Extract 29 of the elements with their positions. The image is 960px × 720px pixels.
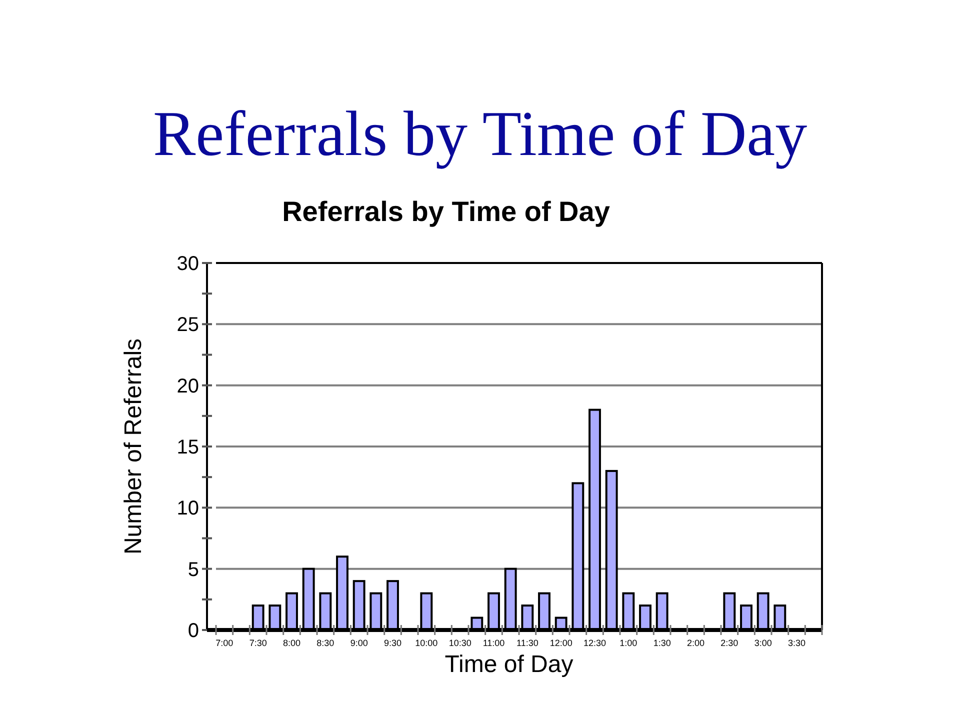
x-tick-label: 7:00 <box>216 638 234 648</box>
x-tick-label: 11:00 <box>482 638 505 648</box>
x-tick-label: 12:30 <box>583 638 606 648</box>
x-tick-label: 3:30 <box>788 638 806 648</box>
x-tick-label: 3:00 <box>754 638 772 648</box>
y-tick-label: 25 <box>176 314 199 336</box>
x-tick-label: 10:30 <box>448 638 472 648</box>
chart-subtitle: Referrals by Time of Day <box>282 196 610 227</box>
x-axis-title: Time of Day <box>444 651 574 678</box>
y-tick-label: 10 <box>176 498 199 520</box>
x-tick-label: 9:00 <box>350 638 368 648</box>
y-tick-label: 20 <box>176 375 199 398</box>
chart-title: Referrals by Time of Day <box>152 98 808 169</box>
x-tick-label: 7:30 <box>249 638 267 648</box>
x-tick-label: 1:00 <box>620 638 638 648</box>
x-tick-label: 8:30 <box>316 638 334 648</box>
x-tick-label: 1:30 <box>653 638 671 648</box>
x-tick-label: 11:30 <box>516 638 538 648</box>
x-tick-label: 9:30 <box>384 638 402 648</box>
y-tick-label: 5 <box>188 558 199 581</box>
y-tick-label: 15 <box>176 436 199 458</box>
x-tick-label: 8:00 <box>282 638 301 648</box>
x-tick-label: 10:00 <box>415 638 438 648</box>
y-tick-label: 30 <box>176 253 199 275</box>
y-axis-title: Number of Referrals <box>120 338 147 555</box>
y-tick-label: 0 <box>188 620 199 642</box>
x-tick-label: 2:00 <box>686 638 705 648</box>
x-tick-label: 2:30 <box>720 638 738 648</box>
x-tick-label: 12:00 <box>550 638 572 648</box>
